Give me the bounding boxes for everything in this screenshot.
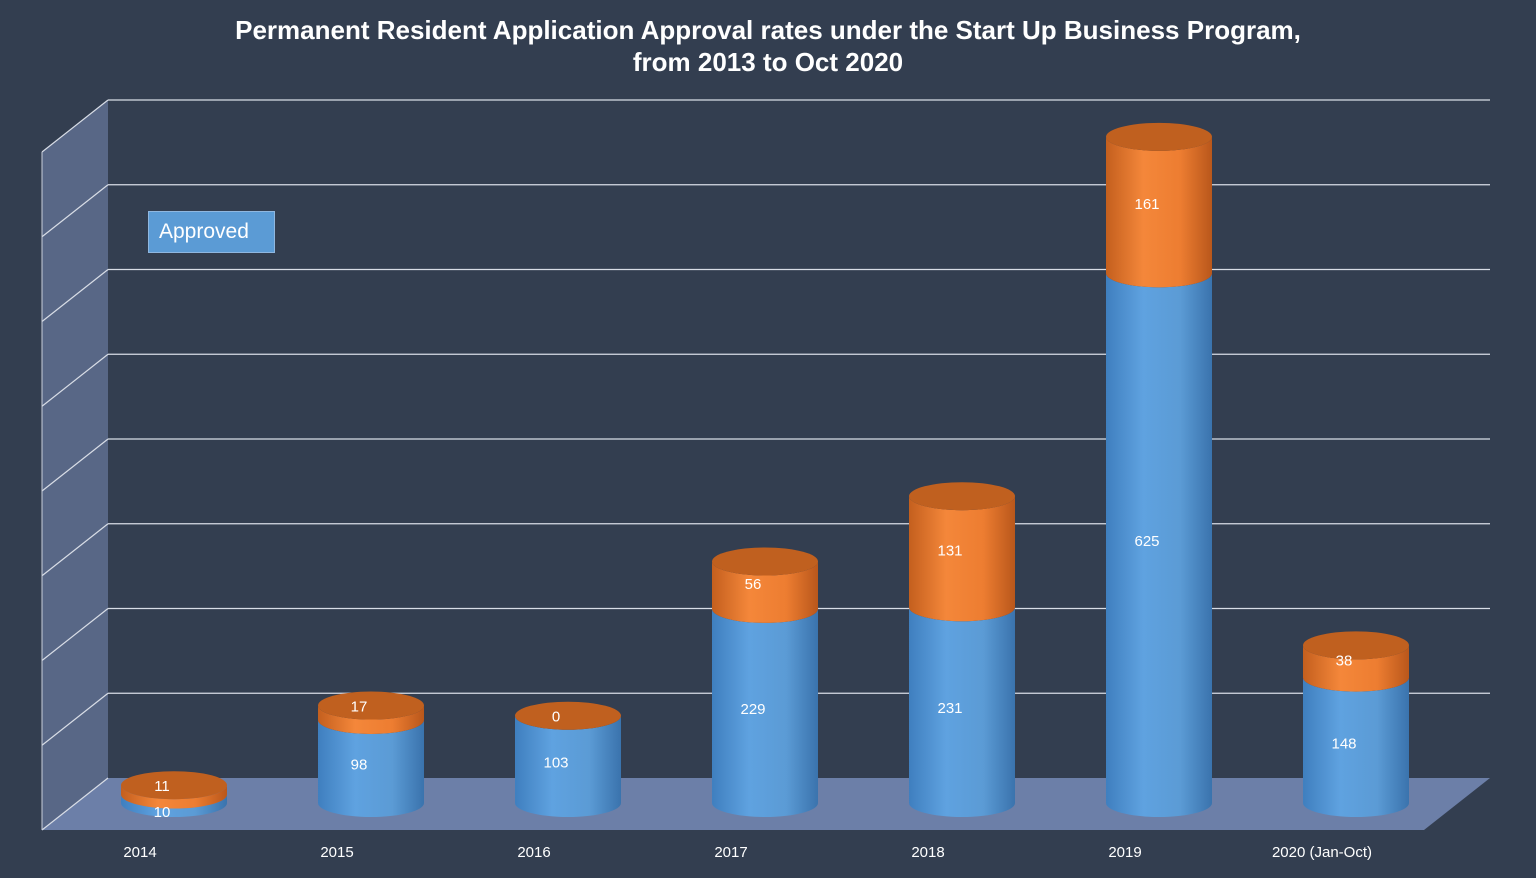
data-label-other: 56 bbox=[745, 576, 762, 593]
side-gridline bbox=[41, 269, 109, 322]
bar-approved bbox=[121, 794, 227, 817]
bar-other bbox=[121, 785, 227, 809]
data-label-other: 11 bbox=[154, 778, 170, 795]
bar-top-cap bbox=[1303, 631, 1409, 660]
data-label-other: 161 bbox=[1134, 196, 1159, 213]
data-labels: 10 11 98 17 103 0 229 56 231 131 625 161 148 38 bbox=[154, 196, 1357, 821]
bar-top-cap bbox=[712, 547, 818, 576]
side-gridline bbox=[41, 608, 109, 661]
category-label: 2014 bbox=[123, 844, 156, 861]
category-label: 2020 (Jan-Oct) bbox=[1272, 844, 1372, 861]
bar-top-cap bbox=[909, 482, 1015, 511]
bar-approved bbox=[909, 607, 1015, 817]
side-gridline bbox=[41, 523, 109, 577]
data-label-other: 17 bbox=[351, 699, 368, 716]
category-label: 2016 bbox=[517, 844, 550, 861]
bar-top-cap bbox=[1106, 122, 1212, 151]
data-label-other: 0 bbox=[552, 709, 560, 726]
bar-other bbox=[712, 561, 818, 623]
side-gridline bbox=[41, 353, 109, 407]
bar-top-cap bbox=[318, 691, 424, 720]
chart-title: Permanent Resident Application Approval … bbox=[235, 15, 1301, 45]
bar-top-cap bbox=[121, 771, 227, 800]
side-gridline bbox=[41, 438, 109, 492]
bar-other bbox=[1303, 645, 1409, 692]
data-label-approved: 103 bbox=[543, 754, 568, 771]
data-label-other: 131 bbox=[937, 543, 962, 560]
bar-approved bbox=[1303, 677, 1409, 817]
category-label: 2015 bbox=[320, 844, 353, 861]
data-label-other: 38 bbox=[1336, 652, 1353, 669]
bar-top-cap bbox=[515, 701, 621, 730]
side-gridline bbox=[41, 184, 109, 238]
side-gridline bbox=[41, 99, 109, 153]
legend-approved: Approved bbox=[148, 211, 275, 253]
chart-subtitle: from 2013 to Oct 2020 bbox=[632, 47, 904, 77]
category-label: 2017 bbox=[714, 844, 747, 861]
bar-other bbox=[1106, 136, 1212, 288]
category-label: 2019 bbox=[1108, 844, 1141, 861]
data-label-approved: 625 bbox=[1134, 533, 1159, 550]
side-gridline bbox=[41, 692, 109, 746]
data-label-approved: 98 bbox=[351, 756, 368, 773]
bar-other bbox=[318, 705, 424, 734]
bars bbox=[121, 122, 1409, 817]
bar-approved bbox=[515, 715, 621, 817]
bar-approved bbox=[712, 608, 818, 817]
bar-approved bbox=[1106, 273, 1212, 817]
category-labels: 2014 2015 2016 2017 2018 2019 2020 (Jan-Oct) bbox=[123, 844, 1372, 861]
data-label-approved: 148 bbox=[1331, 735, 1356, 752]
data-label-approved: 229 bbox=[740, 701, 765, 718]
bar-approved bbox=[318, 719, 424, 817]
chart-title-block: Permanent Resident Application Approval … bbox=[0, 14, 1536, 78]
side-gridline bbox=[41, 777, 109, 831]
data-label-approved: 231 bbox=[937, 700, 962, 717]
data-label-approved: 10 bbox=[154, 804, 171, 821]
bar-other bbox=[909, 496, 1015, 622]
category-label: 2018 bbox=[911, 844, 944, 861]
